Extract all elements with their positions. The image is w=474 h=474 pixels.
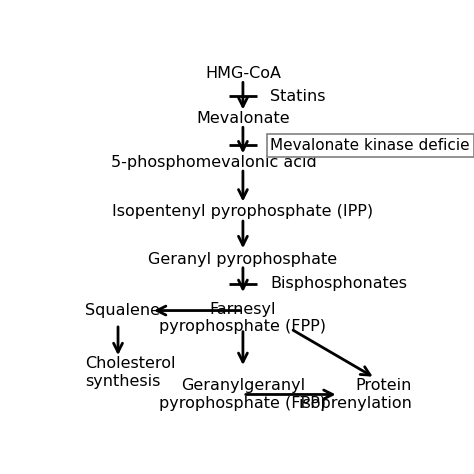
Text: Mevalonate kinase deficie: Mevalonate kinase deficie <box>271 138 470 153</box>
Text: HMG-CoA: HMG-CoA <box>205 66 281 81</box>
Text: Isopentenyl pyrophosphate (IPP): Isopentenyl pyrophosphate (IPP) <box>112 204 374 219</box>
Text: Bisphosphonates: Bisphosphonates <box>271 276 408 292</box>
Text: Protein
isoprenylation: Protein isoprenylation <box>298 378 412 410</box>
Text: Cholesterol
synthesis: Cholesterol synthesis <box>85 356 175 389</box>
Text: Statins: Statins <box>271 89 326 104</box>
Text: Geranyl pyrophosphate: Geranyl pyrophosphate <box>148 252 337 267</box>
Text: Squalene: Squalene <box>85 303 160 318</box>
Text: Geranylgeranyl
pyrophosphate (FPP): Geranylgeranyl pyrophosphate (FPP) <box>159 378 327 410</box>
Text: Mevalonate: Mevalonate <box>196 111 290 127</box>
Text: Farnesyl
pyrophosphate (FPP): Farnesyl pyrophosphate (FPP) <box>159 301 327 334</box>
Text: 5-phosphomevalonic acid: 5-phosphomevalonic acid <box>110 155 317 170</box>
